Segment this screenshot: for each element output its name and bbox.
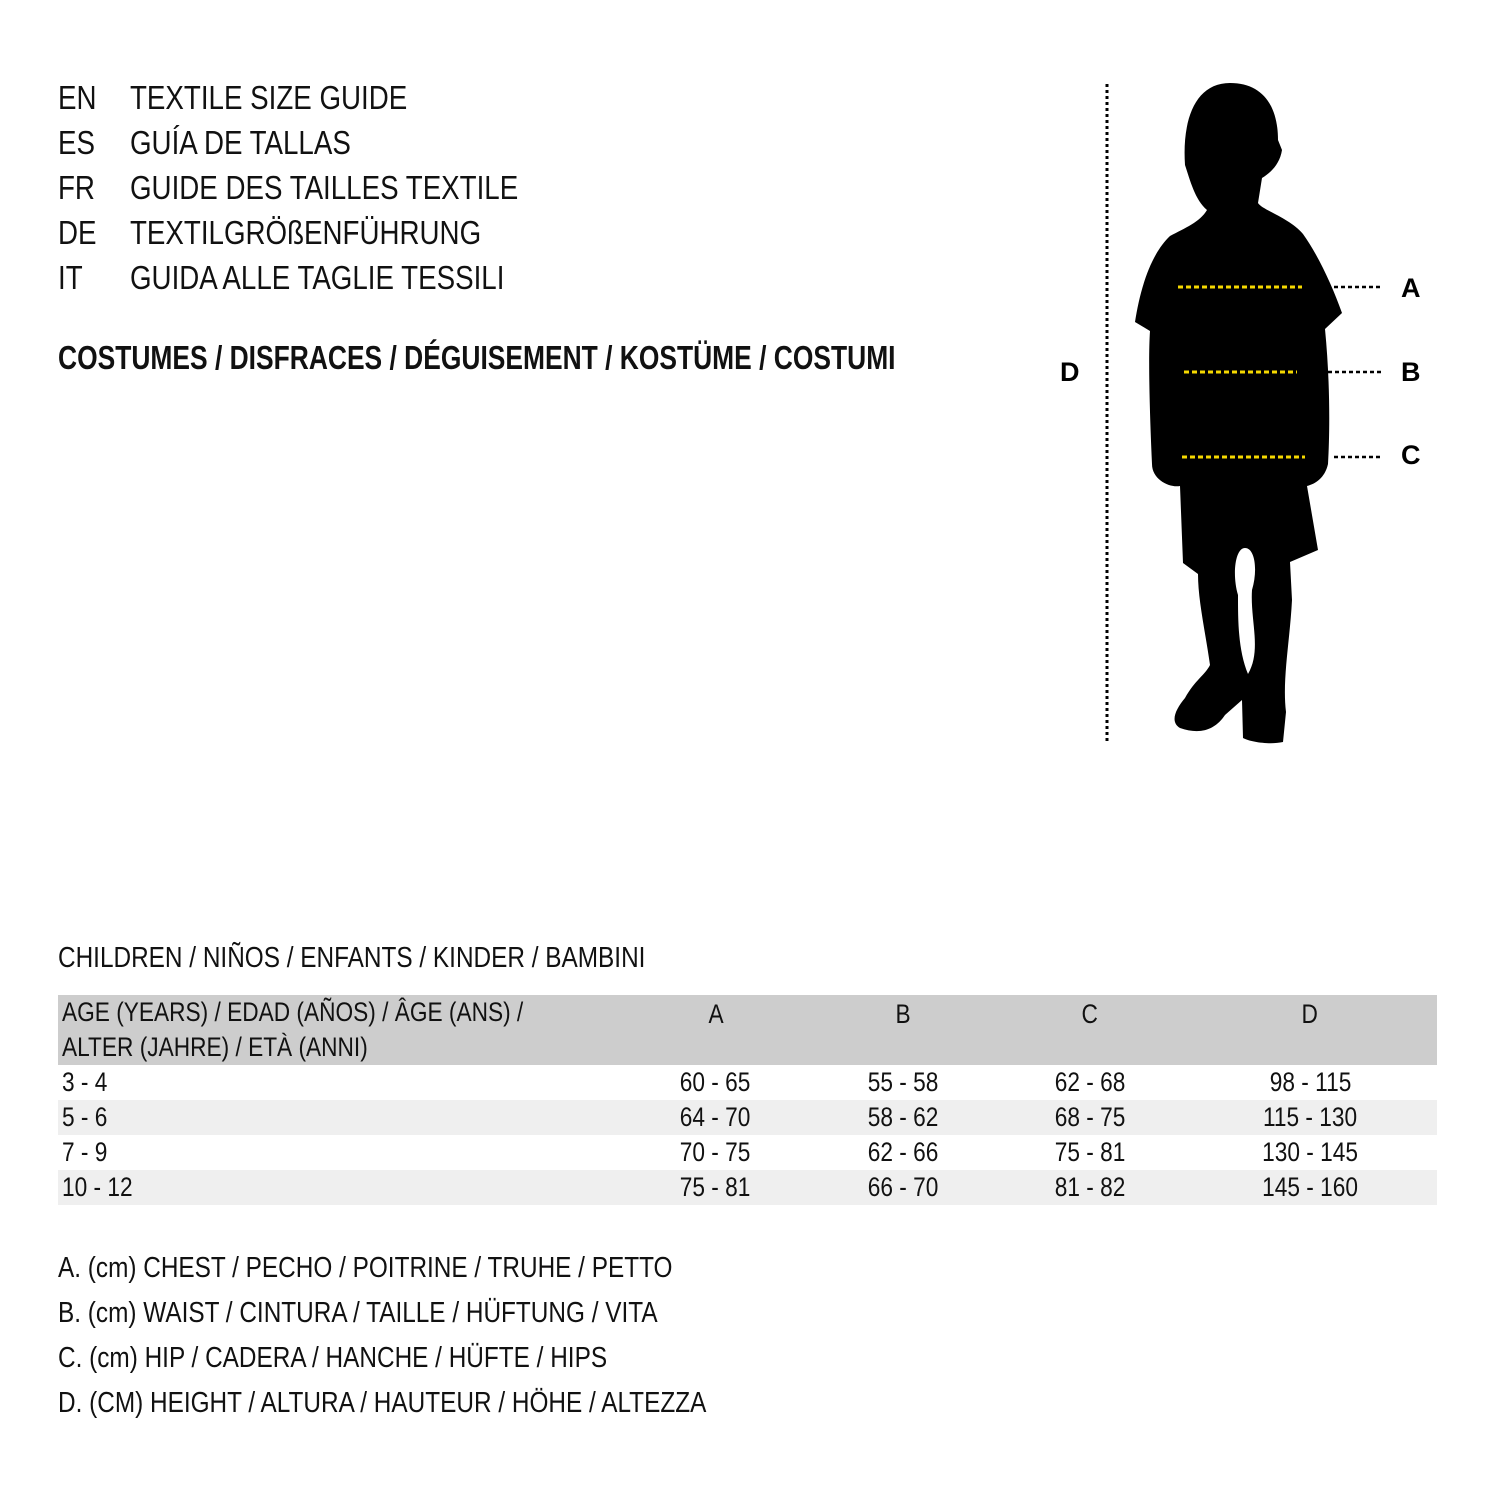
table-row: 3 - 4 60 - 65 55 - 58 62 - 68 98 - 115	[58, 1065, 1437, 1100]
category-heading: COSTUMES / DISFRACES / DÉGUISEMENT / KOS…	[58, 339, 896, 376]
table-row: 10 - 12 75 - 81 66 - 70 81 - 82 145 - 16…	[58, 1170, 1437, 1205]
cell-c: 62 - 68	[1054, 1067, 1125, 1097]
cell-b: 58 - 62	[867, 1102, 938, 1132]
lang-code-es: ES	[58, 124, 95, 161]
leg-gap	[1234, 548, 1256, 674]
cell-a: 60 - 65	[680, 1067, 751, 1097]
cell-d: 98 - 115	[1269, 1067, 1351, 1097]
cell-d: 115 - 130	[1262, 1102, 1358, 1132]
table-section-title: CHILDREN / NIÑOS / ENFANTS / KINDER / BA…	[58, 942, 646, 974]
table-row: 7 - 9 70 - 75 62 - 66 75 - 81 130 - 145	[58, 1135, 1437, 1170]
legend-hip: C. (cm) HIP / CADERA / HANCHE / HÜFTE / …	[58, 1342, 608, 1374]
label-c: C	[1401, 440, 1421, 470]
cell-c: 68 - 75	[1054, 1102, 1125, 1132]
title-it: GUIDA ALLE TAGLIE TESSILI	[130, 259, 505, 296]
header-b: B	[894, 999, 911, 1029]
header-c: C	[1081, 999, 1098, 1029]
cell-a: 70 - 75	[680, 1137, 751, 1167]
lang-code-it: IT	[58, 259, 83, 296]
cell-age: 3 - 4	[62, 1067, 108, 1097]
legend-waist: B. (cm) WAIST / CINTURA / TAILLE / HÜFTU…	[58, 1297, 658, 1329]
cell-a: 75 - 81	[680, 1172, 751, 1202]
label-b: B	[1401, 357, 1421, 387]
label-d: D	[1060, 357, 1080, 387]
title-de: TEXTILGRÖßENFÜHRUNG	[130, 214, 482, 251]
cell-age: 10 - 12	[62, 1172, 133, 1202]
lang-code-en: EN	[58, 79, 97, 116]
legend-height: D. (CM) HEIGHT / ALTURA / HAUTEUR / HÖHE…	[58, 1387, 707, 1419]
cell-age: 5 - 6	[62, 1102, 108, 1132]
cell-d: 145 - 160	[1262, 1172, 1358, 1202]
title-fr: GUIDE DES TAILLES TEXTILE	[130, 169, 519, 206]
header-age: AGE (YEARS) / EDAD (AÑOS) / ÂGE (ANS) / …	[62, 997, 524, 1062]
header-d: D	[1301, 999, 1319, 1029]
child-measurement-figure: A B C D	[1060, 83, 1421, 744]
cell-c: 75 - 81	[1054, 1137, 1125, 1167]
cell-a: 64 - 70	[680, 1102, 751, 1132]
lang-code-de: DE	[58, 214, 97, 251]
cell-age: 7 - 9	[62, 1137, 108, 1167]
legend-chest: A. (cm) CHEST / PECHO / POITRINE / TRUHE…	[58, 1252, 673, 1284]
table-header-row: AGE (YEARS) / EDAD (AÑOS) / ÂGE (ANS) / …	[58, 995, 1437, 1065]
label-a: A	[1401, 273, 1421, 303]
table-row: 5 - 6 64 - 70 58 - 62 68 - 75 115 - 130	[58, 1100, 1437, 1135]
cell-d: 130 - 145	[1262, 1137, 1358, 1167]
cell-c: 81 - 82	[1054, 1172, 1125, 1202]
lang-code-fr: FR	[58, 169, 95, 206]
child-silhouette	[1135, 83, 1342, 744]
size-table: AGE (YEARS) / EDAD (AÑOS) / ÂGE (ANS) / …	[58, 995, 1437, 1205]
title-en: TEXTILE SIZE GUIDE	[130, 79, 408, 116]
cell-b: 62 - 66	[867, 1137, 938, 1167]
title-es: GUÍA DE TALLAS	[130, 124, 351, 161]
header-a: A	[707, 999, 724, 1029]
cell-b: 55 - 58	[867, 1067, 938, 1097]
cell-b: 66 - 70	[867, 1172, 938, 1202]
